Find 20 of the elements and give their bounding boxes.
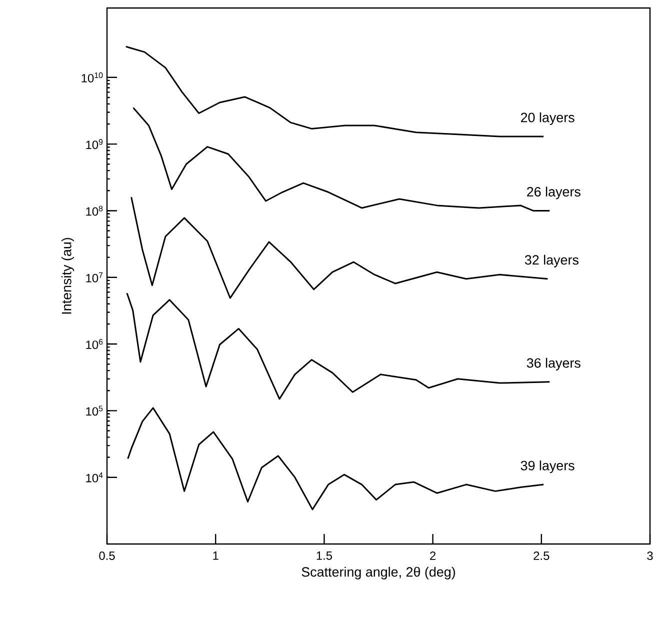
series-label: 20 layers	[520, 112, 574, 125]
x-tick-label: 3	[647, 552, 653, 560]
series-label: 32 layers	[524, 254, 578, 268]
y-tick-label: 10$^{9}$	[86, 139, 103, 150]
y-tick-label: 10$^{5}$	[86, 406, 103, 416]
y-tick-label: 10$^{6}$	[86, 339, 103, 350]
x-tick-label: 2.5	[534, 552, 550, 560]
y-tick-label: 10$^{10}$	[82, 72, 103, 82]
series-label: 26 layers	[527, 186, 580, 200]
y-tick-label: 10$^{4}$	[86, 472, 103, 482]
x-tick-label: 0.5	[99, 552, 115, 560]
y-tick-label: 10$^{8}$	[86, 206, 103, 216]
series-label: 36 layers	[526, 358, 580, 370]
x-tick-label: 1	[213, 552, 218, 560]
x-axis-title: Scattering angle, 2θ (deg)	[302, 566, 456, 580]
series-label: 39 layers	[520, 460, 574, 474]
y-tick-label: 10$^{7}$	[86, 272, 103, 282]
x-tick-label: 2	[430, 552, 436, 560]
y-axis-title: Intensity (au)	[61, 238, 74, 314]
x-tick-label: 1.5	[316, 552, 332, 560]
